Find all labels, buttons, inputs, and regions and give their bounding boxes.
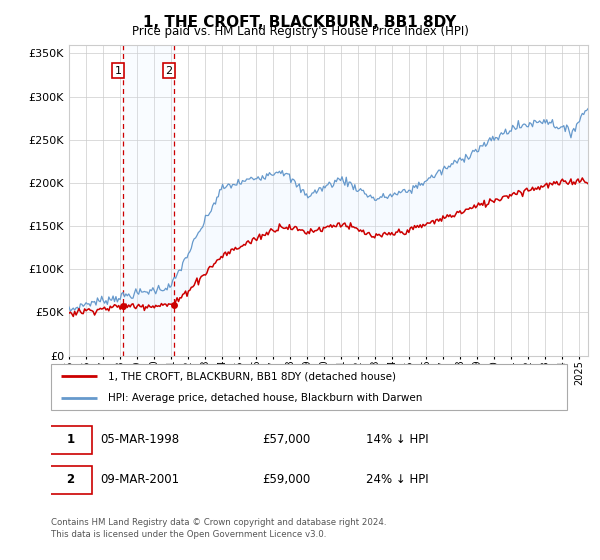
Text: 2: 2 [66, 473, 74, 486]
Text: 05-MAR-1998: 05-MAR-1998 [100, 433, 179, 446]
Text: 24% ↓ HPI: 24% ↓ HPI [366, 473, 428, 486]
FancyBboxPatch shape [49, 426, 92, 454]
Text: HPI: Average price, detached house, Blackburn with Darwen: HPI: Average price, detached house, Blac… [108, 393, 422, 403]
FancyBboxPatch shape [51, 364, 567, 410]
Text: 1: 1 [115, 66, 121, 76]
Text: £59,000: £59,000 [263, 473, 311, 486]
FancyBboxPatch shape [49, 466, 92, 493]
Text: 1, THE CROFT, BLACKBURN, BB1 8DY (detached house): 1, THE CROFT, BLACKBURN, BB1 8DY (detach… [108, 371, 396, 381]
Text: Price paid vs. HM Land Registry's House Price Index (HPI): Price paid vs. HM Land Registry's House … [131, 25, 469, 38]
Text: 09-MAR-2001: 09-MAR-2001 [100, 473, 179, 486]
Text: Contains HM Land Registry data © Crown copyright and database right 2024.
This d: Contains HM Land Registry data © Crown c… [51, 518, 386, 539]
Text: 14% ↓ HPI: 14% ↓ HPI [366, 433, 428, 446]
Text: £57,000: £57,000 [263, 433, 311, 446]
Text: 1, THE CROFT, BLACKBURN, BB1 8DY: 1, THE CROFT, BLACKBURN, BB1 8DY [143, 15, 457, 30]
Text: 1: 1 [66, 433, 74, 446]
Text: 2: 2 [166, 66, 172, 76]
Bar [123, 45, 174, 356]
